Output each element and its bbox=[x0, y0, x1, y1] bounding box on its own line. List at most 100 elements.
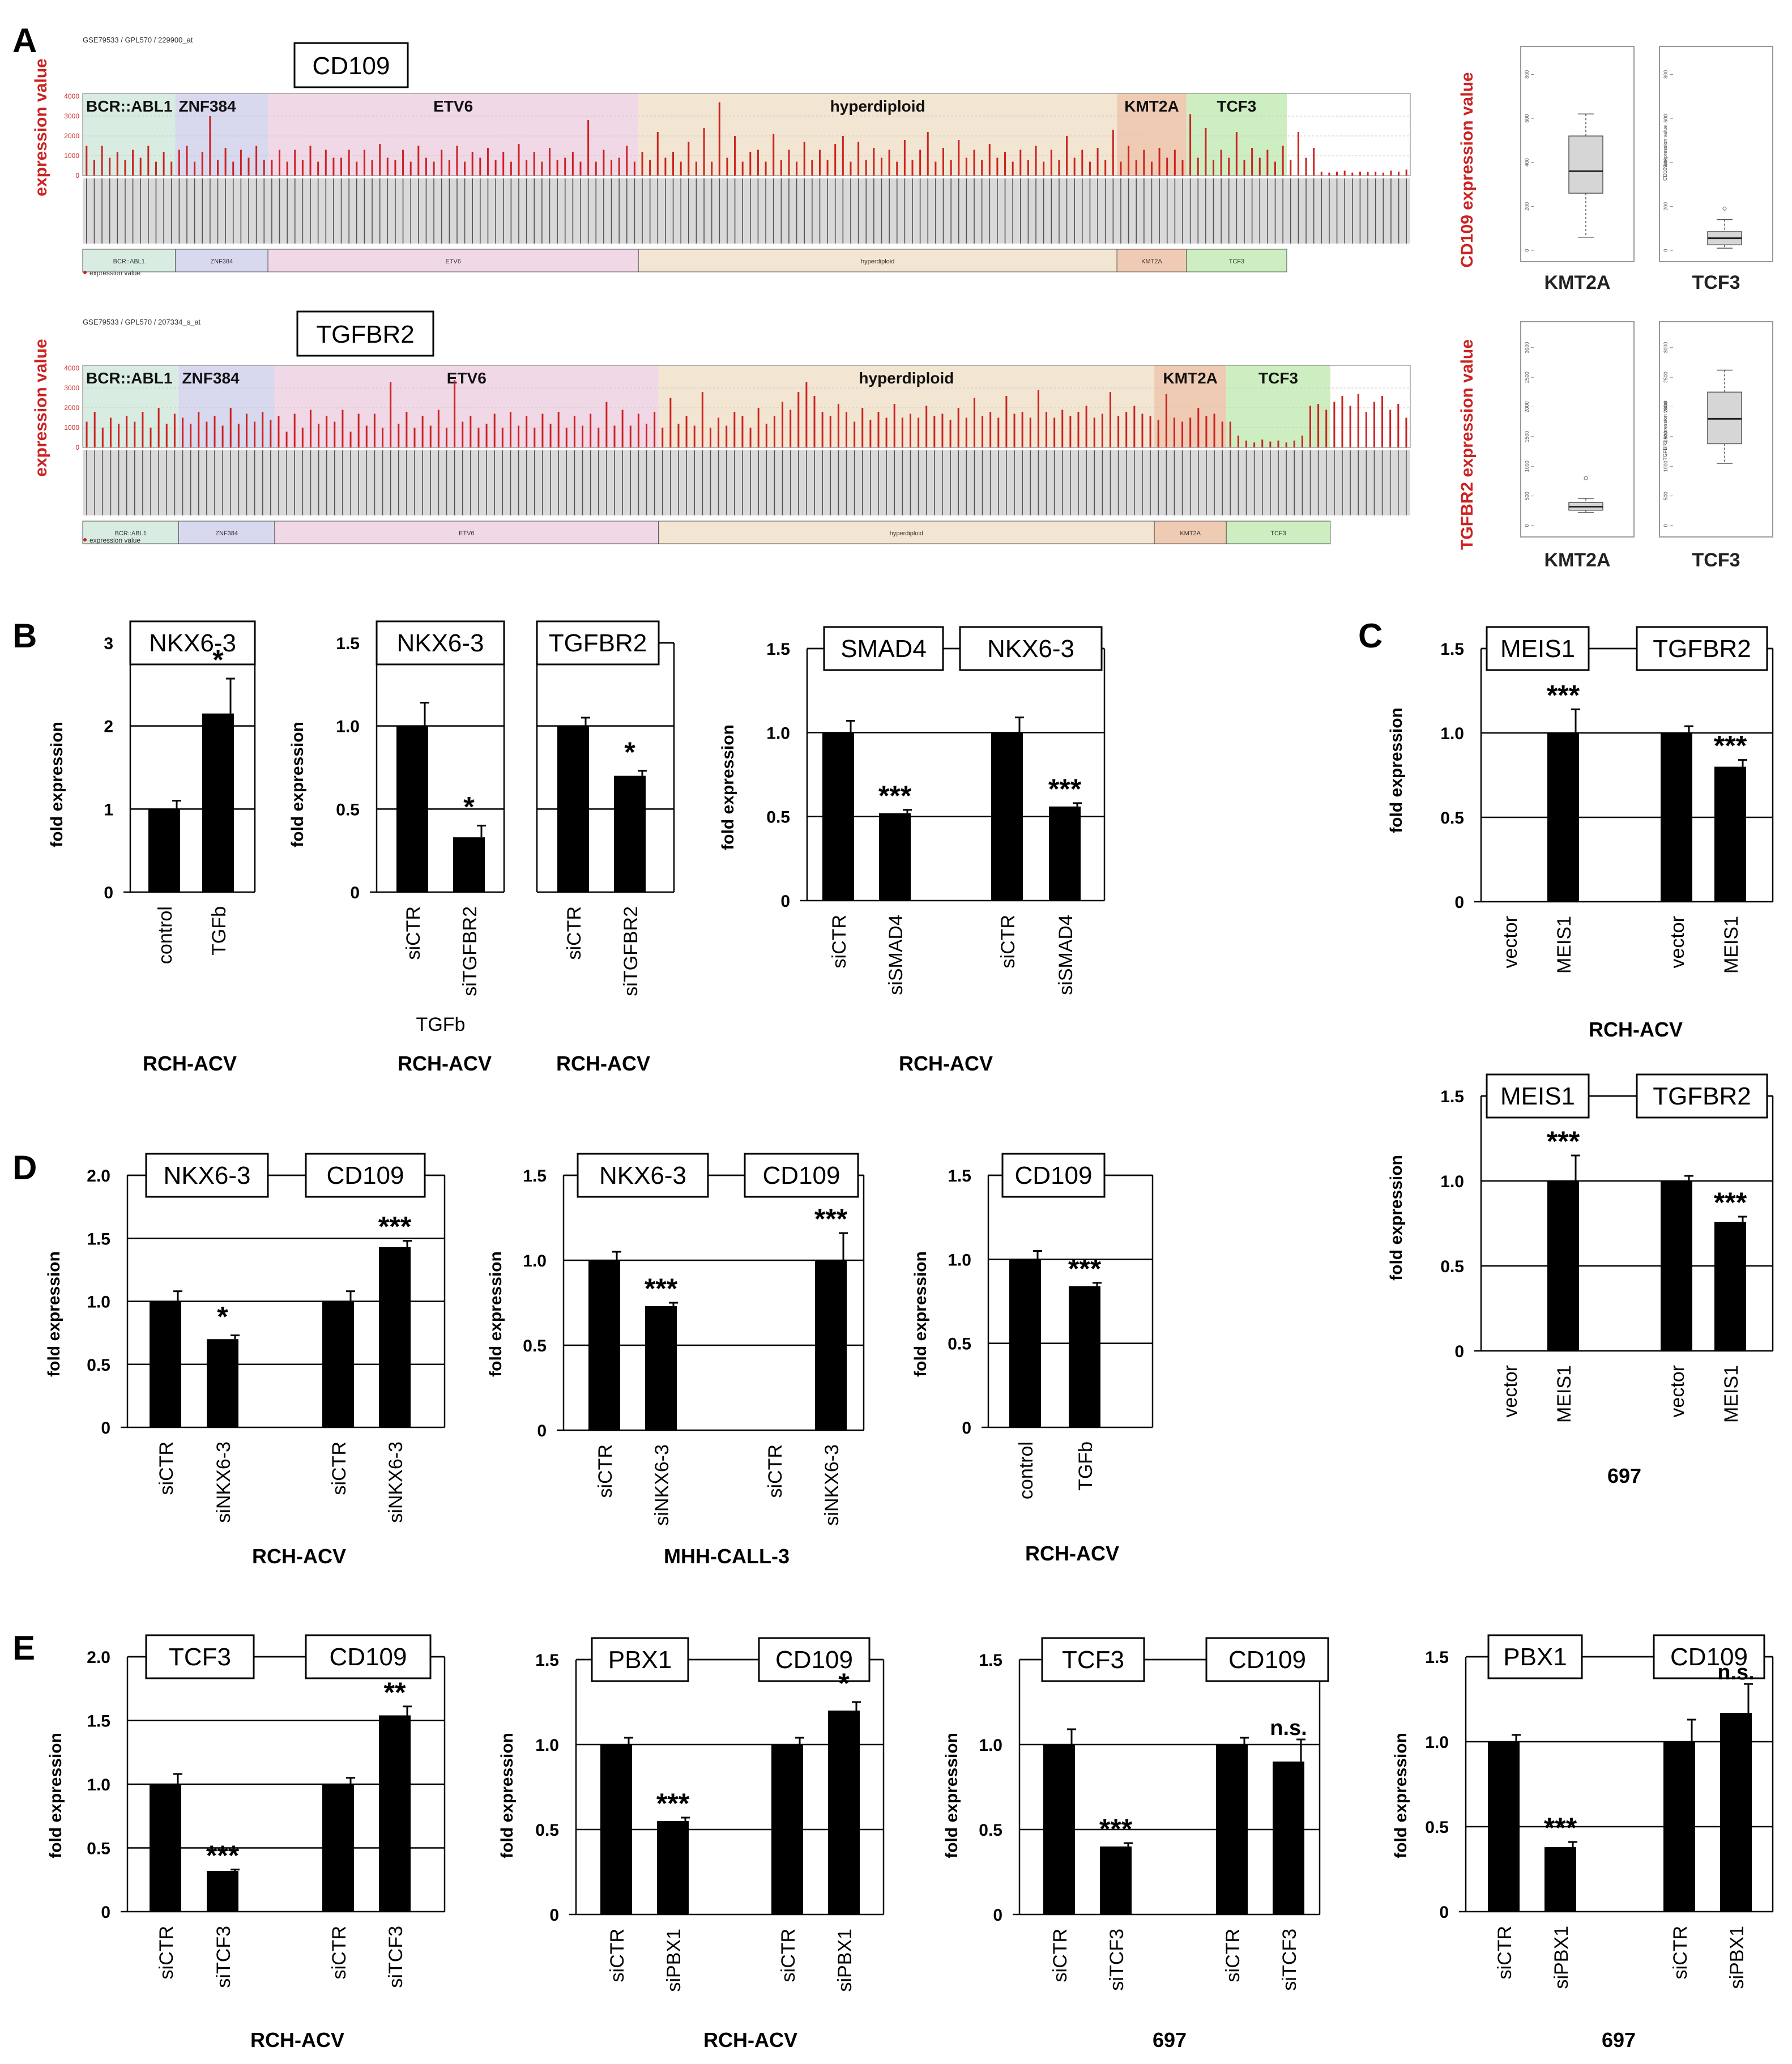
y-tick-label: 4000 bbox=[64, 92, 79, 100]
gene-label-box bbox=[1486, 1073, 1590, 1119]
significance-label: *** bbox=[1099, 1813, 1133, 1845]
group-label: TCF3 bbox=[1217, 97, 1256, 115]
y-tick-label: 1000 bbox=[64, 424, 79, 432]
group-label: TCF3 bbox=[1258, 369, 1298, 387]
treatment-label: TGFb bbox=[416, 1014, 466, 1035]
y-tick-label: 0.5 bbox=[336, 800, 360, 819]
cell-line-label: RCH-ACV bbox=[143, 1052, 237, 1075]
legend-region bbox=[82, 249, 176, 272]
tick-label: 1000 bbox=[1524, 460, 1530, 472]
x-tick-label: control bbox=[1016, 1442, 1037, 1499]
boxplot-marks bbox=[1707, 206, 1742, 249]
gene-label-box bbox=[1486, 626, 1590, 671]
legend-group-label: BCR::ABL1 bbox=[113, 258, 145, 265]
y-axis-label: fold expression bbox=[48, 722, 66, 847]
bar bbox=[822, 732, 854, 901]
chart-marks: siCTR * siTGFBR2 bbox=[557, 717, 647, 996]
significance-label: n.s. bbox=[1717, 1661, 1754, 1685]
y-axis-label: fold expression bbox=[1387, 1155, 1406, 1281]
panel-letter-b: B bbox=[12, 617, 37, 655]
y-tick-label: 1.0 bbox=[948, 1251, 971, 1269]
legend-region bbox=[1226, 521, 1331, 544]
x-tick-label: siCTR bbox=[156, 1442, 177, 1495]
legend-group-label: TCF3 bbox=[1270, 530, 1286, 537]
tick-label: 0 bbox=[1524, 249, 1530, 251]
significance-label: *** bbox=[1714, 730, 1747, 762]
gene-label-box bbox=[376, 620, 505, 666]
legend-region bbox=[178, 521, 275, 544]
strip-legend-text: expression value bbox=[89, 536, 140, 544]
x-tick-label: siPBX1 bbox=[1726, 1926, 1748, 1989]
y-tick-label: 1.5 bbox=[1440, 640, 1464, 659]
group-region bbox=[1226, 365, 1330, 447]
gene-label: TGFBR2 bbox=[1653, 635, 1751, 663]
y-axis-label: fold expression bbox=[1392, 1733, 1410, 1858]
bar bbox=[396, 726, 428, 892]
legend-group-label: ETV6 bbox=[459, 530, 475, 537]
significance-label: * bbox=[838, 1668, 850, 1699]
gene-label-box bbox=[305, 1153, 426, 1198]
strip-yaxis-label: expression value bbox=[32, 58, 50, 196]
gene-label: MEIS1 bbox=[1500, 1082, 1575, 1110]
gene-label: CD109 bbox=[763, 1162, 840, 1189]
x-tick-label: MEIS1 bbox=[1554, 1365, 1575, 1423]
strip-legend-text: expression value bbox=[89, 269, 140, 277]
chart-e1: 00.51.01.52.0 TCF3 CD109 siCTR***siTCF3 siC… bbox=[46, 1634, 446, 2052]
gene-label: NKX6-3 bbox=[149, 629, 236, 657]
strip-legend-row: BCR::ABL1 ZNF384 ETV6 hyperdiploid KMT2A TCF3 bbox=[82, 249, 1287, 272]
bar bbox=[207, 1339, 238, 1427]
gene-label-box bbox=[536, 620, 660, 666]
chart-b2: 0 0.5 1.0 1.5 NKX6-3 siCTR * siTGFBR2 fold exp… bbox=[288, 620, 505, 1075]
x-tick-label: control bbox=[155, 906, 176, 964]
y-tick-label: 3000 bbox=[64, 384, 79, 392]
boxplot-ticks: 3000 2500 2000 1500 1000 500 0 bbox=[1524, 342, 1534, 527]
tick-label: 2500 bbox=[1524, 372, 1530, 383]
significance-label: *** bbox=[1068, 1253, 1102, 1285]
chart-d2: 00.51.01.5 NKX6-3 CD109 siCTR***siNKX6-3 si… bbox=[487, 1153, 865, 1568]
strip-y-ticks: 4000 3000 2000 1000 0 bbox=[64, 364, 79, 451]
bar bbox=[771, 1745, 803, 1914]
bar bbox=[1216, 1745, 1248, 1914]
panel-letter-e: E bbox=[12, 1629, 35, 1667]
gene-label-box bbox=[145, 1634, 255, 1679]
x-tick-label: siCTR bbox=[778, 1929, 799, 1982]
group-label: ZNF384 bbox=[182, 369, 240, 387]
significance-label: *** bbox=[378, 1211, 412, 1243]
y-tick-label: 0 bbox=[549, 1906, 559, 1925]
x-tick-label: siNKX6-3 bbox=[651, 1444, 673, 1526]
legend-region bbox=[1116, 249, 1187, 272]
bar bbox=[1043, 1745, 1075, 1914]
x-tick-label: siNKX6-3 bbox=[213, 1442, 234, 1523]
gene-label-box bbox=[744, 1153, 859, 1198]
group-label: KMT2A bbox=[1163, 369, 1217, 387]
y-tick-label: 2.0 bbox=[87, 1167, 110, 1185]
bar bbox=[645, 1306, 677, 1430]
chart-c-bottom: 00.51.01.5 MEIS1 TGFBR2 vector***MEIS1 vect… bbox=[1387, 1073, 1774, 1487]
y-tick-label: 0 bbox=[350, 884, 360, 902]
chart-axis: 0 0.5 1.0 1.5 2.0 NKX6-3 CD109 bbox=[87, 1153, 446, 1438]
gene-label-box bbox=[1001, 1153, 1106, 1198]
gene-label: SMAD4 bbox=[840, 635, 927, 663]
y-tick-label: 0.5 bbox=[87, 1356, 110, 1375]
group-region bbox=[83, 365, 179, 447]
strip-yaxis-label: expression value bbox=[32, 339, 50, 476]
chart-axis: 0 1 2 3 NKX6-3 bbox=[104, 620, 256, 902]
group-label: KMT2A bbox=[1124, 97, 1179, 115]
bar bbox=[614, 775, 646, 892]
chart-marks: vector *** MEIS1 vector *** MEIS1 bbox=[1500, 679, 1747, 974]
y-axis-label: fold expression bbox=[498, 1733, 517, 1858]
y-tick-label: 0 bbox=[101, 1419, 110, 1438]
legend-group-label: TCF3 bbox=[1229, 258, 1245, 265]
bar bbox=[1547, 1181, 1579, 1351]
gene-label: MEIS1 bbox=[1500, 635, 1575, 663]
legend-region bbox=[1186, 249, 1287, 272]
y-axis-label: fold expression bbox=[288, 722, 307, 847]
tick-label: 400 bbox=[1524, 158, 1530, 167]
y-tick-label: 1.5 bbox=[948, 1167, 971, 1185]
x-tick-label: vector bbox=[1667, 916, 1688, 969]
chart-marks: vector *** MEIS1 vector *** MEIS1 bbox=[1500, 1125, 1747, 1423]
gene-label-box bbox=[1636, 1073, 1768, 1119]
boxplot-marks bbox=[1707, 369, 1742, 464]
chart-axis: 0 0.5 1.0 1.5 PBX1 CD109 bbox=[1425, 1634, 1774, 1922]
